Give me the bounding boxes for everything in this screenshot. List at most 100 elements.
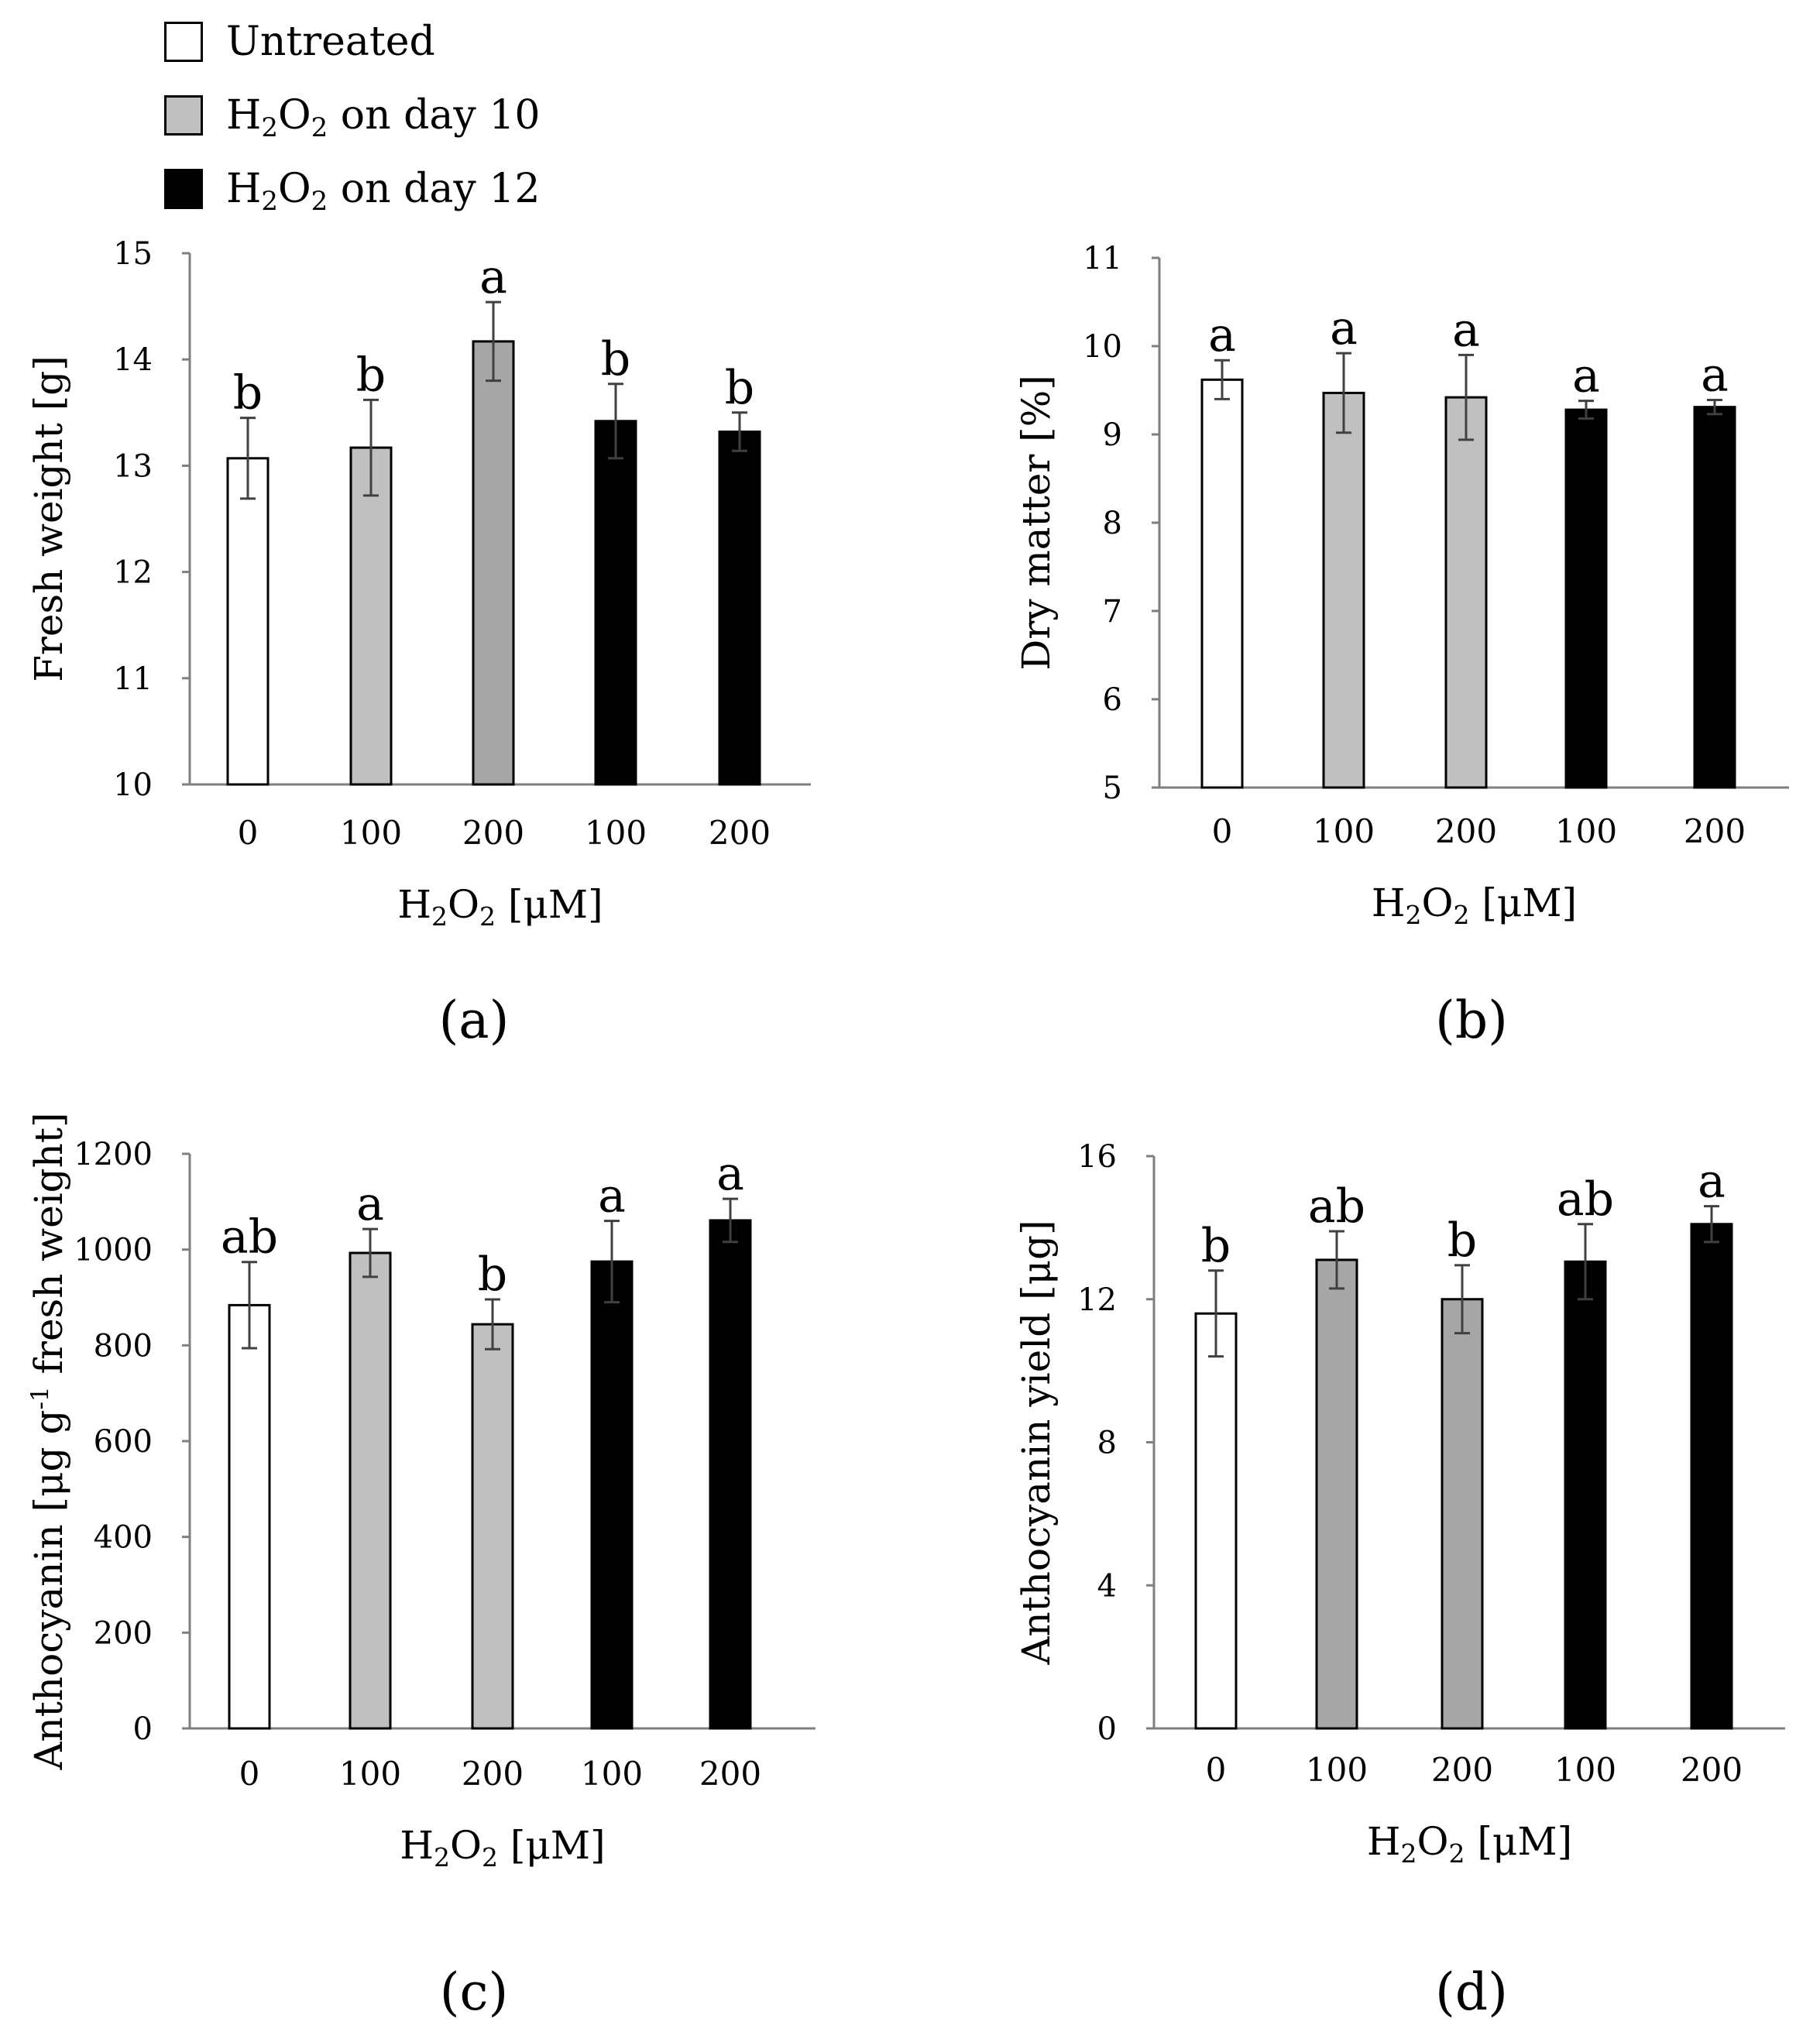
panel-d-xtick-label-1: 100 — [1306, 1751, 1368, 1789]
legend-swatch-day10 — [164, 95, 203, 136]
panel-b-ytick-label-1: 6 — [1103, 682, 1122, 718]
legend-item-day12: H2O2 on day 12 — [164, 164, 567, 218]
panel-c-bar-3 — [590, 1260, 634, 1730]
panel-a-ytick-label-0: 10 — [113, 767, 153, 803]
panel-d-ytick-label-4: 16 — [1077, 1139, 1117, 1175]
panel-c-bar-4 — [709, 1219, 752, 1730]
panel-d-significance-letter-4: a — [1698, 1155, 1726, 1209]
panel-b-xtick-label-2: 200 — [1435, 812, 1497, 850]
panel-d-ytick-label-0: 0 — [1097, 1711, 1117, 1747]
panel-a-bar-0 — [226, 457, 270, 786]
panel-a-xtick-label-4: 200 — [709, 814, 771, 852]
panel-b-ytick-label-6: 11 — [1083, 241, 1122, 276]
legend-label-day10: H2O2 on day 10 — [226, 92, 541, 143]
panel-a-ytick-label-3: 13 — [113, 448, 153, 484]
legend-label-day12: H2O2 on day 12 — [226, 166, 541, 217]
panel-b-significance-letter-1: a — [1330, 301, 1358, 355]
panel-b-bar-3 — [1564, 408, 1608, 789]
panel-a-significance-letter-0: b — [233, 366, 263, 420]
panel-c-significance-letter-0: ab — [221, 1210, 278, 1265]
panel-b-ytick-label-2: 7 — [1103, 594, 1122, 630]
panel-b-significance-letter-2: a — [1452, 303, 1480, 357]
panel-c-significance-letter-3: a — [598, 1169, 626, 1224]
panel-c-bar-0 — [228, 1303, 271, 1730]
panel-d-ytick-label-2: 8 — [1097, 1426, 1117, 1461]
panel-a-xtick-label-1: 100 — [340, 814, 402, 852]
panel-a-bar-4 — [718, 430, 761, 786]
panel-a-xlabel: H2O2 [μM] — [397, 882, 603, 932]
panel-b-xtick-label-3: 100 — [1555, 812, 1617, 850]
panel-c-significance-letter-4: a — [716, 1147, 744, 1201]
panel-d-ytick-label-1: 4 — [1097, 1568, 1117, 1604]
panel-b-panel-label: (b) — [1435, 990, 1508, 1050]
panel-a-ytick-label-5: 15 — [113, 236, 153, 272]
legend-item-untreated: Untreated — [164, 17, 567, 71]
panel-d-significance-letter-3: ab — [1557, 1172, 1614, 1227]
panel-a-xtick-label-0: 0 — [238, 814, 259, 852]
panel-c-ylabel: Anthocyanin [μg g-1 fresh weight] — [26, 1112, 71, 1770]
panel-c-ytick-label-2: 400 — [94, 1520, 153, 1556]
legend-swatch-untreated — [164, 22, 203, 62]
panel-c-xtick-label-3: 100 — [581, 1755, 643, 1793]
panel-d-ytick-label-3: 12 — [1077, 1282, 1117, 1318]
panel-d-xtick-label-3: 100 — [1554, 1751, 1616, 1789]
panel-d-xtick-label-0: 0 — [1206, 1751, 1227, 1789]
panel-b-bar-1 — [1322, 391, 1365, 789]
panel-d-ylabel: Anthocyanin yield [μg] — [1014, 1220, 1059, 1665]
panel-d-bar-2 — [1441, 1298, 1484, 1730]
panel-c-xtick-label-4: 200 — [699, 1755, 761, 1793]
panel-b-ytick-label-4: 9 — [1103, 417, 1122, 453]
panel-d-xlabel: H2O2 [μM] — [1367, 1819, 1572, 1869]
panel-a-bar-2 — [472, 340, 515, 786]
panel-c-ytick-label-6: 1200 — [74, 1137, 153, 1172]
panel-b-ytick-label-0: 5 — [1103, 771, 1122, 806]
panel-c-xtick-label-0: 0 — [239, 1755, 260, 1793]
panel-c-significance-letter-2: b — [478, 1248, 507, 1302]
legend-item-day10: H2O2 on day 10 — [164, 91, 567, 145]
panel-a-bar-1 — [349, 446, 393, 786]
panel-d-xtick-label-4: 200 — [1681, 1751, 1743, 1789]
panel-d-bar-1 — [1315, 1258, 1358, 1730]
panel-c-significance-letter-1: a — [356, 1177, 384, 1231]
panel-b-xtick-label-1: 100 — [1313, 812, 1375, 850]
panel-d-significance-letter-0: b — [1201, 1219, 1231, 1273]
panel-b-significance-letter-4: a — [1701, 348, 1729, 403]
panel-a-ytick-label-1: 11 — [113, 661, 153, 697]
panel-b-xlabel: H2O2 [μM] — [1372, 880, 1577, 930]
panel-b-xtick-label-0: 0 — [1212, 812, 1233, 850]
panel-b-bar-4 — [1693, 406, 1736, 789]
panel-a-significance-letter-4: b — [725, 361, 754, 415]
panel-b-ytick-label-3: 8 — [1103, 506, 1122, 541]
panel-b-significance-letter-3: a — [1572, 349, 1600, 403]
panel-a-xtick-label-2: 200 — [462, 814, 524, 852]
panel-c-bar-1 — [349, 1251, 392, 1730]
panel-c-xtick-label-1: 100 — [339, 1755, 401, 1793]
legend-label-untreated: Untreated — [226, 19, 435, 65]
panel-d-bar-0 — [1194, 1312, 1238, 1730]
panel-c-xlabel: H2O2 [μM] — [400, 1823, 605, 1872]
panel-a-xtick-label-3: 100 — [585, 814, 647, 852]
panel-c-ytick-label-4: 800 — [94, 1328, 153, 1364]
panel-c-bar-2 — [471, 1323, 514, 1730]
panel-b-significance-letter-0: a — [1208, 308, 1236, 362]
panel-a-significance-letter-1: b — [356, 348, 386, 402]
panel-c-ytick-label-5: 1000 — [74, 1233, 153, 1268]
panel-c-xtick-label-2: 200 — [462, 1755, 524, 1793]
panel-d-panel-label: (d) — [1435, 1962, 1508, 2022]
panel-a-ylabel: Fresh weight [g] — [26, 355, 71, 682]
panel-d-xtick-label-2: 200 — [1431, 1751, 1493, 1789]
panel-c-ytick-label-3: 600 — [94, 1424, 153, 1460]
panel-b-xtick-label-4: 200 — [1684, 812, 1746, 850]
panel-a-ytick-label-4: 14 — [113, 342, 153, 378]
panel-a-bar-3 — [594, 420, 637, 786]
panel-b-ylabel: Dry matter [%] — [1014, 375, 1059, 670]
panel-d-significance-letter-2: b — [1447, 1213, 1477, 1268]
legend-swatch-day12 — [164, 169, 203, 209]
panel-c-ytick-label-0: 0 — [133, 1711, 153, 1747]
panel-b-ytick-label-5: 10 — [1083, 329, 1122, 365]
panel-c-panel-label: (c) — [440, 1962, 508, 2022]
panel-d-bar-4 — [1690, 1223, 1733, 1730]
panel-d-significance-letter-1: ab — [1308, 1179, 1365, 1234]
panel-b-bar-0 — [1200, 378, 1244, 789]
